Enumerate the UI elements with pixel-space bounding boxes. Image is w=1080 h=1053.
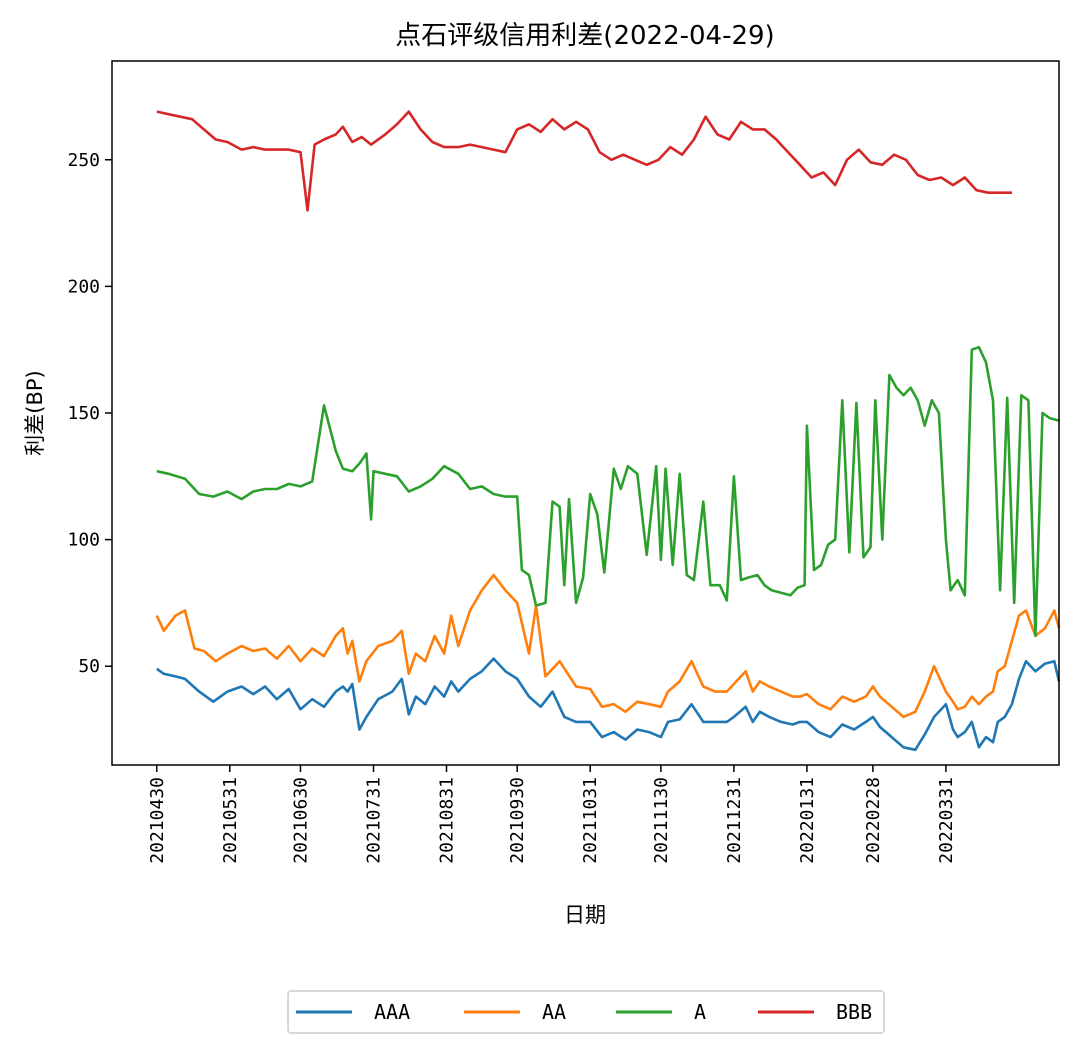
x-tick-label: 20210531 xyxy=(220,777,241,864)
y-tick-label: 150 xyxy=(67,403,100,424)
x-axis-label: 日期 xyxy=(564,903,606,927)
legend: AAA AA A BBB xyxy=(287,990,885,1034)
x-axis: 20210430 20210531 20210630 20210731 20210831… xyxy=(147,765,957,864)
x-tick-label: 20210731 xyxy=(363,777,384,864)
x-tick-label: 20210430 xyxy=(147,777,168,864)
x-tick-label: 20211031 xyxy=(580,777,601,864)
chart-title: 点石评级信用利差(2022-04-29) xyxy=(395,21,774,51)
legend-frame xyxy=(287,990,885,1034)
legend-label-bbb: BBB xyxy=(836,1000,872,1024)
y-tick-label: 100 xyxy=(67,530,100,551)
y-tick-label: 50 xyxy=(78,656,100,677)
y-axis: 50 100 150 200 250 xyxy=(67,150,112,677)
y-tick-label: 200 xyxy=(67,276,100,297)
series-line-bbb xyxy=(156,110,1012,212)
x-tick-label: 20220331 xyxy=(936,777,957,864)
series-line-a xyxy=(156,345,1060,638)
legend-label-aaa: AAA xyxy=(374,1000,410,1024)
x-tick-label: 20220228 xyxy=(863,777,884,864)
x-tick-label: 20210630 xyxy=(290,777,311,864)
series-lines xyxy=(155,110,1061,752)
x-tick-label: 20211130 xyxy=(651,777,672,864)
x-tick-label: 20211231 xyxy=(724,777,745,864)
series-line-aa xyxy=(155,573,1061,719)
y-axis-label: 利差(BP) xyxy=(23,370,47,455)
x-tick-label: 20220131 xyxy=(797,777,818,864)
legend-label-aa: AA xyxy=(542,1000,566,1024)
series-line-aaa xyxy=(156,657,1061,752)
x-tick-label: 20210930 xyxy=(507,777,528,864)
y-tick-label: 250 xyxy=(67,150,100,171)
x-tick-label: 20210831 xyxy=(437,777,458,864)
legend-label-a: A xyxy=(694,1000,706,1024)
